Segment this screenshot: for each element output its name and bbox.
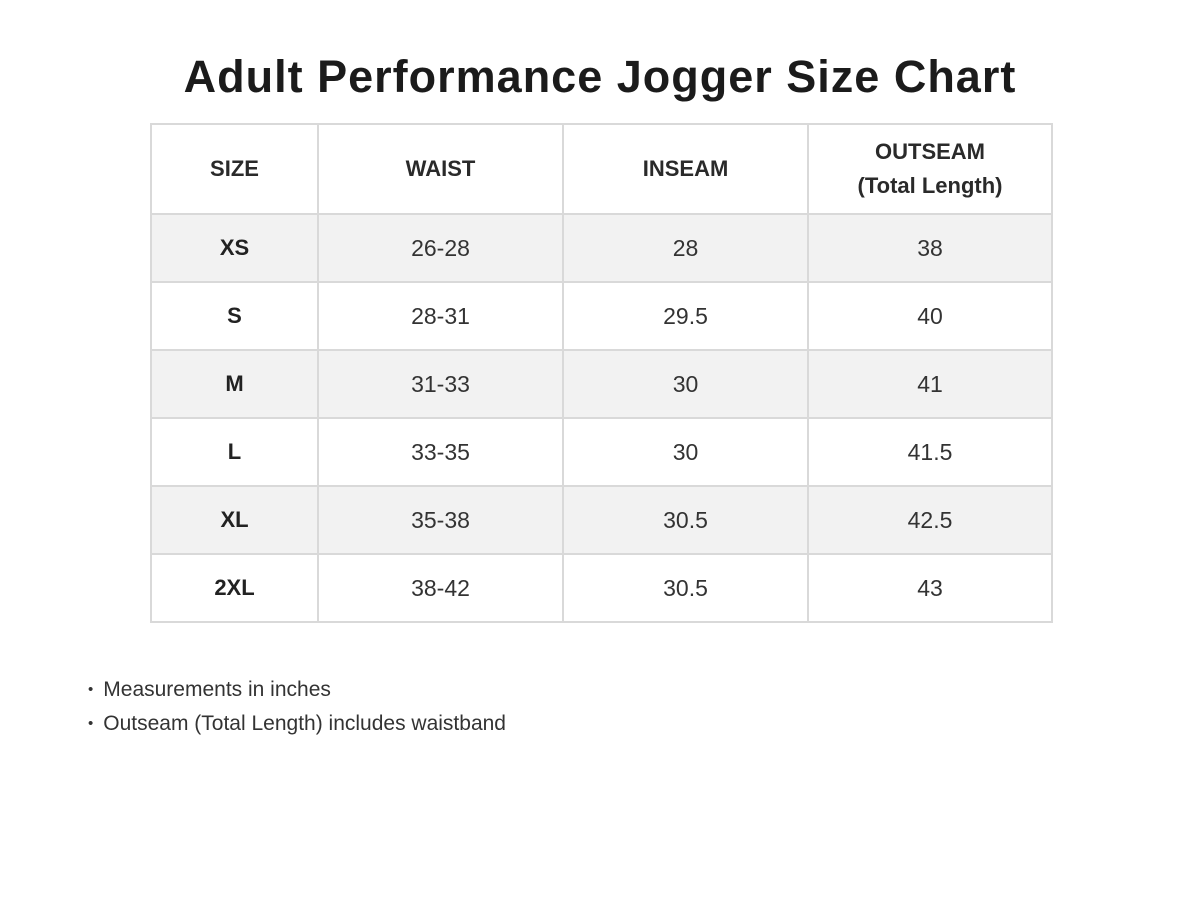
value-cell: 30.5 (562, 485, 809, 555)
table-header: SIZE WAIST INSEAM OUTSEAM (Total Length) (150, 123, 1053, 215)
value-cell: 42.5 (807, 485, 1053, 555)
value-cell: 35-38 (317, 485, 564, 555)
table-row: S 28-31 29.5 40 (150, 281, 1053, 351)
header-row: SIZE WAIST INSEAM OUTSEAM (Total Length) (150, 123, 1053, 215)
size-cell: XL (150, 485, 319, 555)
table-row: M 31-33 30 41 (150, 349, 1053, 419)
value-cell: 28-31 (317, 281, 564, 351)
column-header-inseam: INSEAM (562, 123, 809, 215)
table-row: L 33-35 30 41.5 (150, 417, 1053, 487)
value-cell: 28 (562, 213, 809, 283)
bullet-glyph: • (88, 715, 94, 732)
value-cell: 31-33 (317, 349, 564, 419)
table-row: 2XL 38-42 30.5 43 (150, 553, 1053, 623)
size-chart-table-container: SIZE WAIST INSEAM OUTSEAM (Total Length)… (150, 123, 1053, 623)
size-cell: M (150, 349, 319, 419)
page-title: Adult Performance Jogger Size Chart (183, 51, 1017, 103)
value-cell: 38-42 (317, 553, 564, 623)
bullet-glyph: • (88, 681, 94, 698)
table-body: XS 26-28 28 38 S 28-31 29.5 40 M 31-33 30 41 L 33-35 3… (150, 213, 1053, 623)
value-cell: 30 (562, 349, 809, 419)
column-header-waist: WAIST (317, 123, 564, 215)
note-item: • Measurements in inches (88, 674, 506, 708)
note-item: • Outseam (Total Length) includes waistba… (88, 708, 506, 742)
column-header-outseam: OUTSEAM (Total Length) (807, 123, 1053, 215)
note-text: Measurements in inches (103, 678, 331, 701)
value-cell: 26-28 (317, 213, 564, 283)
size-cell: L (150, 417, 319, 487)
table-row: XS 26-28 28 38 (150, 213, 1053, 283)
notes-list: • Measurements in inches • Outseam (Total L… (88, 674, 506, 742)
table-row: XL 35-38 30.5 42.5 (150, 485, 1053, 555)
value-cell: 41 (807, 349, 1053, 419)
value-cell: 30.5 (562, 553, 809, 623)
value-cell: 38 (807, 213, 1053, 283)
value-cell: 29.5 (562, 281, 809, 351)
note-text: Outseam (Total Length) includes waistban… (103, 712, 506, 735)
value-cell: 40 (807, 281, 1053, 351)
column-header-size: SIZE (150, 123, 319, 215)
value-cell: 43 (807, 553, 1053, 623)
size-chart-table: SIZE WAIST INSEAM OUTSEAM (Total Length)… (150, 123, 1053, 623)
value-cell: 30 (562, 417, 809, 487)
column-header-outseam-line1: OUTSEAM (875, 138, 985, 164)
value-cell: 41.5 (807, 417, 1053, 487)
column-header-outseam-line2: (Total Length) (857, 173, 1003, 198)
size-cell: 2XL (150, 553, 319, 623)
size-cell: XS (150, 213, 319, 283)
size-cell: S (150, 281, 319, 351)
value-cell: 33-35 (317, 417, 564, 487)
